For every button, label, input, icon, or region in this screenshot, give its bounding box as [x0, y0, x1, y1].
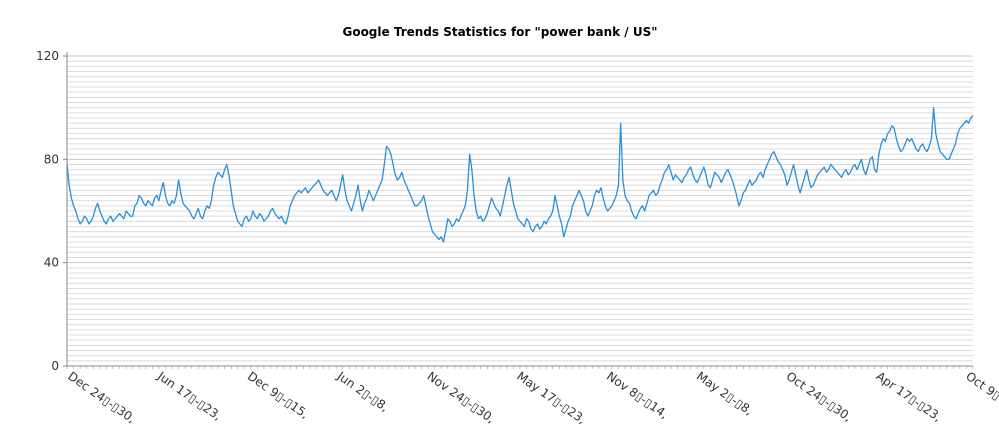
y-tick-label: 0 — [51, 359, 59, 373]
x-tick-label: Nov 24▯-▯30, — [424, 369, 497, 426]
y-tick-label: 80 — [44, 152, 59, 166]
x-tick-label: Apr 17▯-▯23, — [873, 369, 944, 424]
x-tick-label: Nov 8▯-▯14, — [604, 369, 671, 421]
chart-title: Google Trends Statistics for "power bank… — [342, 25, 657, 39]
x-tick-label: Dec 9▯-▯15, — [245, 369, 311, 421]
x-tick-label: Dec 24▯-▯30, — [65, 369, 138, 426]
series-line — [66, 107, 974, 243]
x-tick-label: Jun 2▯-▯8, — [334, 368, 391, 414]
x-tick-label: Oct 24▯-▯30, — [784, 369, 855, 424]
series-group — [66, 107, 974, 243]
x-tick-label: Jun 17▯-▯23, — [154, 368, 224, 423]
y-tick-label: 120 — [36, 49, 59, 63]
y-axis-ticks: 0 40 80 120 — [36, 49, 67, 373]
x-tick-label: Oct 9▯-▯15, — [963, 369, 999, 420]
y-tick-label: 40 — [44, 256, 59, 270]
x-axis-ticks: Dec 24▯-▯30, Jun 17▯-▯23, Dec 9▯-▯15, Jun 2… — [65, 366, 999, 427]
x-tick-label: May 17▯-▯23, — [514, 369, 588, 427]
grid-lines — [67, 55, 973, 367]
x-tick-label: May 2▯-▯8, — [694, 369, 755, 418]
